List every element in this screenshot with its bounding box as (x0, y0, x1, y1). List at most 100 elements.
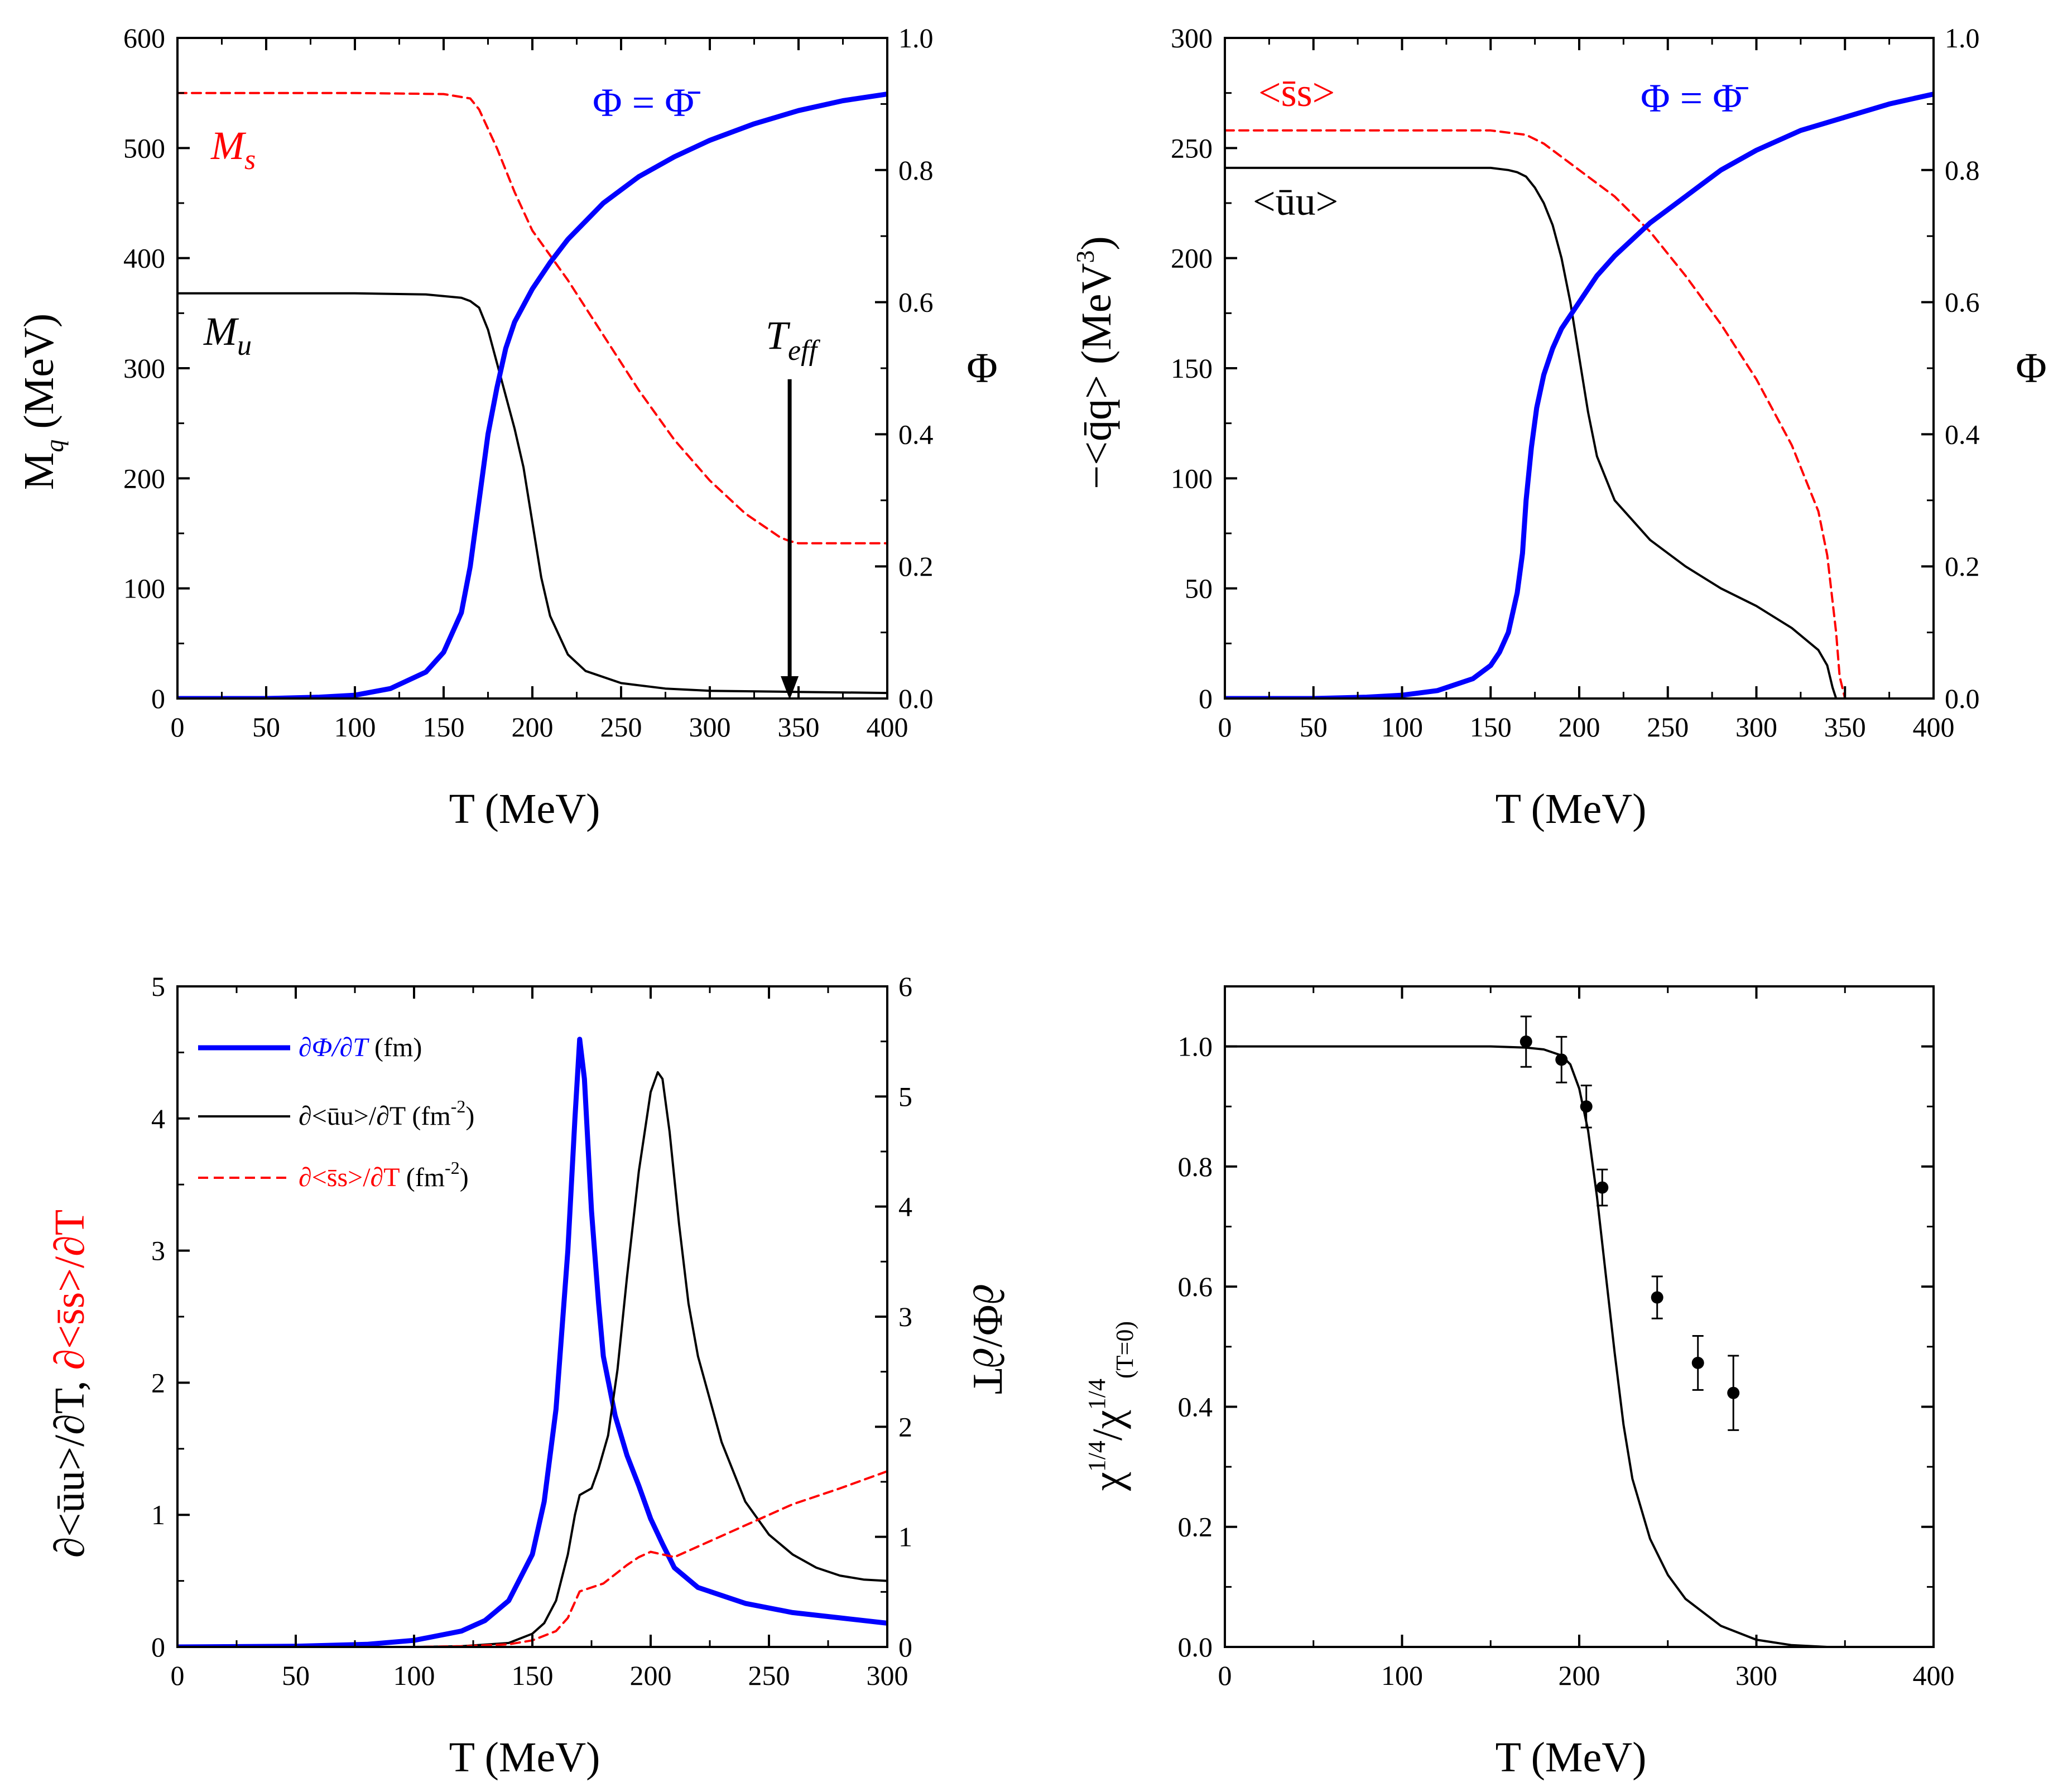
data-point (1555, 1053, 1568, 1066)
panel3-series (177, 1037, 887, 1647)
panel2-y-axis-title: −<q̄q> (MeV3) (1071, 236, 1120, 489)
y2-tick-label: 2 (898, 1411, 912, 1442)
y-tick-label: 200 (123, 463, 165, 494)
arrow-head (781, 676, 799, 700)
series-line-phi (177, 91, 887, 699)
y-tick-label: 0.2 (1178, 1511, 1213, 1543)
y-tick-label: 5 (151, 971, 165, 1002)
y-tick-label: 250 (1171, 132, 1213, 163)
panel1-x-axis-title: T (MeV) (449, 786, 600, 832)
y-tick-label: 100 (123, 573, 165, 604)
panel2-series (1225, 91, 1934, 699)
panel1-axes: 0 50 100 150 200 250 300 350 400 0 100 200 300 400 500… (123, 22, 934, 743)
y2-tick-label: 1.0 (898, 22, 934, 54)
x-tick-label: 0 (1218, 711, 1232, 743)
phi-equals-phibar-label: Φ = Φ̄ (593, 80, 701, 125)
y2-tick-label: 0.0 (898, 683, 934, 714)
panel4-series (1225, 1015, 1847, 1647)
x-tick-label: 300 (867, 1660, 908, 1691)
x-tick-label: 100 (393, 1660, 435, 1691)
teff-label: Teff (766, 313, 821, 367)
y-tick-label: 3 (151, 1235, 165, 1266)
y2-tick-label: 0.8 (1945, 155, 1980, 186)
x-tick-label: 100 (334, 711, 376, 743)
y-tick-label: 150 (1171, 353, 1213, 384)
series-line-s-s-t (177, 1470, 887, 1647)
y-tick-label: 400 (123, 243, 165, 274)
panel2-x-axis-title: T (MeV) (1496, 786, 1647, 832)
x-tick-label: 150 (1470, 711, 1512, 743)
y2-tick-label: 5 (898, 1081, 912, 1112)
data-point (1651, 1291, 1663, 1304)
panel4-plot-area (1225, 1045, 1847, 1647)
x-tick-label: 0 (1218, 1660, 1232, 1691)
y-tick-label: 1.0 (1178, 1031, 1213, 1062)
series-line-model (1225, 1045, 1847, 1647)
x-tick-label: 300 (689, 711, 731, 743)
y-tick-label: 0.6 (1178, 1271, 1213, 1302)
x-tick-label: 250 (748, 1660, 790, 1691)
x-tick-label: 200 (1559, 711, 1600, 743)
x-tick-label: 300 (1735, 711, 1777, 743)
x-tick-label: 200 (512, 711, 554, 743)
y-tick-label: 0.0 (1178, 1631, 1213, 1663)
y-tick-label: 4 (151, 1103, 165, 1134)
y-tick-label: 600 (123, 22, 165, 54)
uu-condensate-label: <ūu> (1253, 179, 1338, 224)
x-tick-label: 0 (171, 1660, 185, 1691)
series-line-m-u (177, 292, 887, 695)
y2-tick-label: 0.4 (898, 418, 934, 450)
y-tick-label: 50 (1185, 573, 1213, 604)
x-tick-label: 50 (252, 711, 280, 743)
panel3-y-axis-title: ∂<ūu>/∂T, ∂<s̄s>/∂T (46, 1210, 93, 1558)
y2-tick-label: 0.2 (1945, 551, 1980, 582)
x-tick-label: 50 (1300, 711, 1328, 743)
y-tick-label: 300 (1171, 22, 1213, 54)
y-tick-label: 100 (1171, 463, 1213, 494)
panel4-y-axis-title: χ1/4/χ1/4(T=0) (1083, 1321, 1138, 1491)
y2-tick-label: 0.4 (1945, 418, 1980, 450)
panel3-x-axis-title: T (MeV) (449, 1734, 600, 1781)
x-tick-label: 100 (1381, 1660, 1423, 1691)
series-line-m-s (177, 91, 887, 545)
y-tick-label: 300 (123, 353, 165, 384)
y-tick-label: 200 (1171, 243, 1213, 274)
x-tick-label: 200 (630, 1660, 672, 1691)
y2-tick-label: 0.8 (898, 155, 934, 186)
y-tick-label: 500 (123, 132, 165, 163)
y2-tick-label: 0.0 (1945, 683, 1980, 714)
x-tick-label: 400 (867, 711, 908, 743)
x-tick-label: 50 (282, 1660, 310, 1691)
series-line-phi (1225, 91, 1934, 699)
y2-tick-label: 0.6 (1945, 287, 1980, 318)
data-point (1580, 1100, 1593, 1113)
ms-label: Ms (210, 123, 256, 176)
panel2-plot-area (1225, 91, 1934, 699)
panel1-series (177, 91, 887, 699)
y-tick-label: 0.8 (1178, 1151, 1213, 1182)
y-tick-label: 0 (151, 683, 165, 714)
y2-tick-label: 3 (898, 1301, 912, 1332)
panel1-y2-axis-title: Φ (967, 345, 998, 392)
x-tick-label: 300 (1735, 1660, 1777, 1691)
teff-arrow (781, 379, 799, 700)
x-tick-label: 350 (778, 711, 820, 743)
panel1-y-axis-title: Mq (MeV) (16, 314, 69, 490)
p2-phi-equals-phibar-label: Φ = Φ̄ (1641, 76, 1749, 121)
panel4-axes: 0 100 200 300 400 0.0 0.2 0.4 0.6 0.8 1.0 (1178, 985, 1955, 1691)
panel1-plot-area (177, 91, 887, 699)
y-tick-label: 2 (151, 1367, 165, 1398)
legend-text-duu: ∂<ūu>/∂T (fm-2) (299, 1096, 474, 1131)
x-tick-label: 0 (171, 711, 185, 743)
panel-condensates-vs-temperature: 0 50 100 150 200 250 300 350 400 0 50 100 150 200 250 3… (1071, 22, 2047, 832)
data-point (1520, 1035, 1532, 1048)
x-tick-label: 250 (1647, 711, 1689, 743)
x-tick-label: 350 (1824, 711, 1866, 743)
y2-tick-label: 0 (898, 1631, 912, 1663)
series-line-u (1225, 166, 1838, 699)
data-point (1727, 1386, 1740, 1399)
y2-tick-label: 4 (898, 1191, 912, 1222)
ss-condensate-label: <s̄s> (1258, 70, 1335, 115)
